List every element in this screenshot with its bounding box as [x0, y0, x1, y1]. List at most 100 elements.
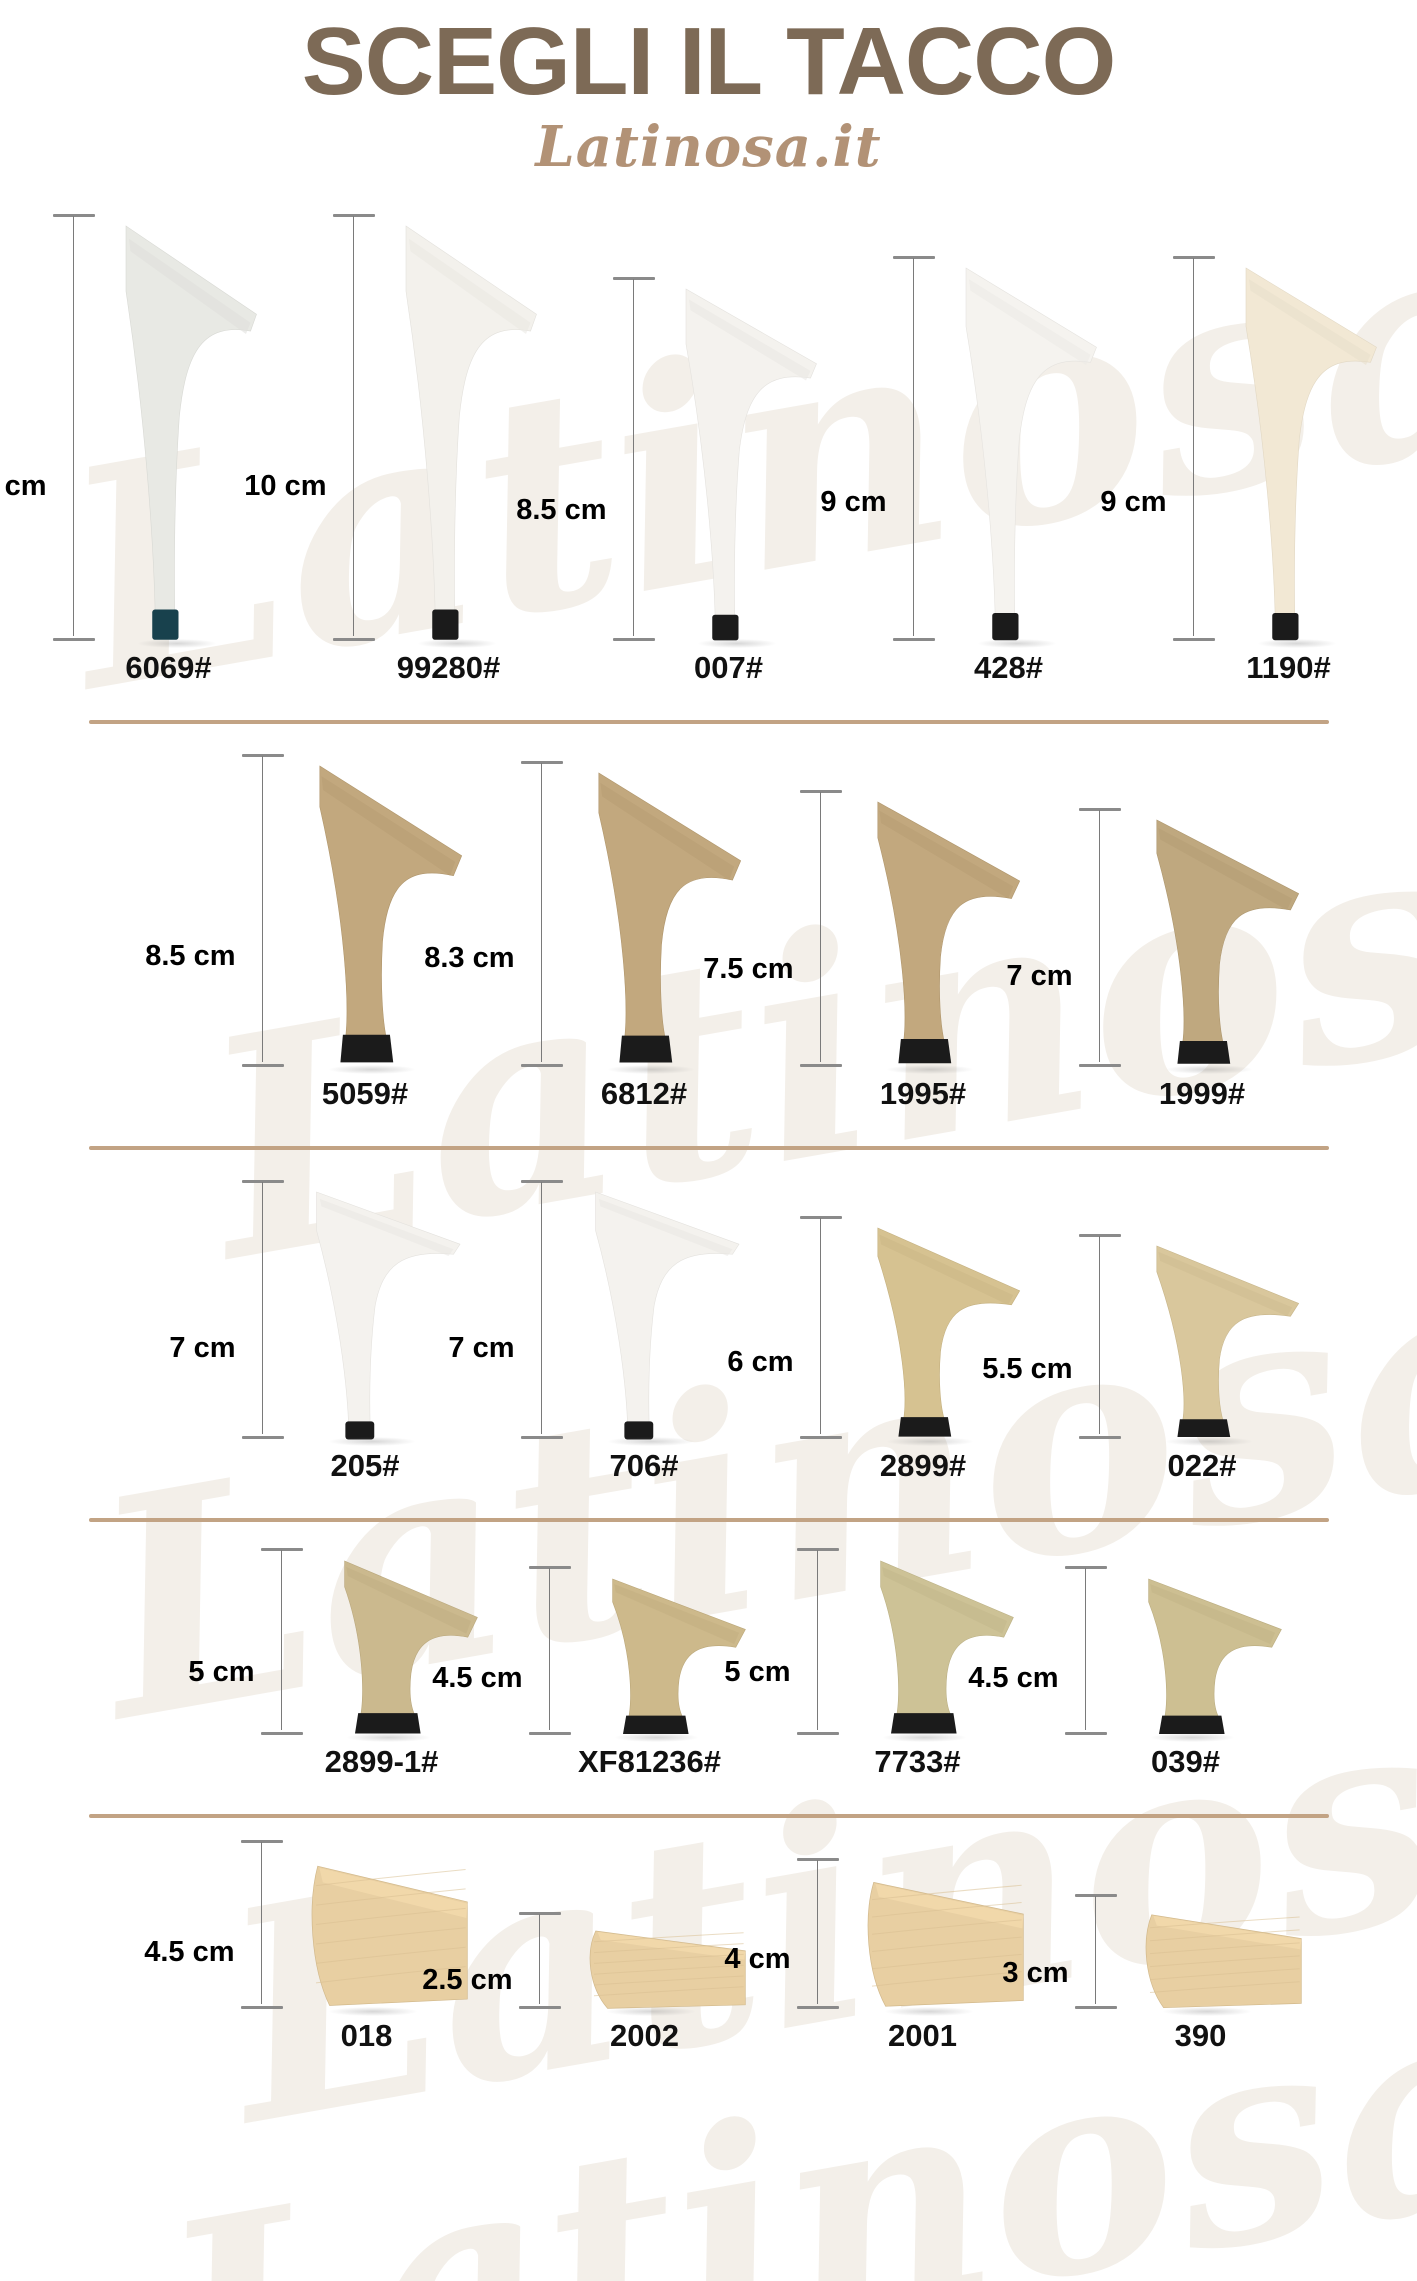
dimension-caliper: 6 cm [727, 1212, 858, 1442]
caliper-tick-bottom [241, 1436, 284, 1439]
heel-shape [319, 1558, 479, 1742]
heel-item[interactable]: 9 cm 428# [820, 252, 1101, 686]
caliper-line [1192, 258, 1195, 636]
caliper-tick-bottom [612, 638, 655, 641]
heel-graphic-wrap: 4.5 cm [144, 1836, 469, 2016]
heel-item[interactable]: 6 cm 2899# [727, 1212, 1023, 1484]
heel-item[interactable]: 8.5 cm 5059# [145, 750, 465, 1112]
heel-item[interactable]: 4 cm 2001 [724, 1854, 1025, 2054]
caliper-line [261, 756, 264, 1062]
height-label: 8.5 cm [516, 494, 607, 527]
heel-row: 4.5 cm 018 2.5 cm 2002 4 cm 2001 3 cm 39… [0, 1818, 1417, 2080]
caliper-tick-bottom [1074, 2006, 1117, 2009]
caliper-line [632, 279, 635, 636]
heel-shadow [417, 639, 496, 648]
dimension-caliper: 2.5 cm [422, 1908, 577, 2012]
heel-shadow [329, 1065, 415, 1074]
heel-graphic-wrap: 7 cm [169, 1176, 465, 1446]
heel-graphic-wrap: 8.5 cm [516, 273, 821, 648]
caliper-tick-top [612, 277, 655, 280]
heel-item[interactable]: 7 cm 1999# [1006, 804, 1302, 1112]
caliper-line [819, 792, 822, 1062]
caliper-line [819, 1218, 822, 1434]
height-label: 10 cm [244, 470, 327, 503]
page-header: SCEGLI IL TACCO Latinosa.it [0, 0, 1417, 181]
caliper-tick-top [799, 790, 842, 793]
heel-shadow [608, 1065, 694, 1074]
heel-graphic-wrap: 10 cm [244, 210, 541, 648]
dimension-caliper: 5.5 cm [982, 1230, 1137, 1442]
heel-shape [1133, 1904, 1303, 2016]
heel-item[interactable]: 5 cm 2899-1# [188, 1544, 479, 1780]
heel-shape [671, 287, 821, 648]
dimension-caliper: 9 cm [820, 252, 951, 644]
heel-item[interactable]: 7.5 cm 1995# [703, 786, 1023, 1112]
row-divider [88, 1814, 1329, 1818]
heel-item[interactable]: 8.5 cm 007# [516, 273, 821, 686]
caliper-tick-top [518, 1912, 561, 1915]
caliper-line [260, 1842, 263, 2004]
heel-graphic-wrap: 4 cm [724, 1854, 1025, 2016]
caliper-tick-bottom [520, 1064, 563, 1067]
heel-code-label: 2002 [610, 2018, 679, 2053]
heel-item[interactable]: 3 cm 390 [1002, 1890, 1303, 2054]
heel-item[interactable]: 10 cm 6069# [0, 210, 261, 686]
heel-code-label: 5059# [321, 1076, 409, 1111]
height-label: 7.5 cm [703, 953, 794, 986]
heel-item[interactable]: 4.5 cm XF81236# [432, 1562, 747, 1780]
heel-shadow [615, 1733, 699, 1742]
heel-catalog: 10 cm 6069# 10 cm 99280# [0, 180, 1417, 2080]
caliper-line [538, 1914, 541, 2004]
heel-item[interactable]: 10 cm 99280# [244, 210, 541, 686]
caliper-tick-top [260, 1548, 303, 1551]
dimension-caliper: 7.5 cm [703, 786, 858, 1070]
caliper-line [540, 1182, 543, 1434]
caliper-tick-bottom [52, 638, 95, 641]
row-divider [88, 1146, 1329, 1150]
caliper-tick-bottom [799, 1436, 842, 1439]
heel-code-label: 2001 [888, 2018, 957, 2053]
caliper-tick-bottom [1172, 638, 1215, 641]
heel-shape [111, 224, 261, 648]
heel-item[interactable]: 9 cm 1190# [1100, 252, 1381, 686]
caliper-line [912, 258, 915, 636]
heel-item[interactable]: 5.5 cm 022# [982, 1230, 1302, 1484]
height-label: 9 cm [1100, 486, 1167, 519]
height-label: 2.5 cm [422, 1963, 513, 1996]
caliper-line [1098, 1236, 1101, 1434]
heel-shadow [887, 1437, 973, 1446]
heel-item[interactable]: 4.5 cm 039# [968, 1562, 1283, 1780]
caliper-tick-top [241, 1180, 284, 1183]
heel-item[interactable]: 8.3 cm 6812# [424, 757, 744, 1112]
dimension-caliper: 7 cm [448, 1176, 579, 1442]
heel-item[interactable]: 2.5 cm 2002 [422, 1908, 747, 2054]
caliper-tick-bottom [518, 2006, 561, 2009]
heel-item[interactable]: 7 cm 706# [448, 1176, 744, 1484]
heel-graphic-wrap: 4.5 cm [968, 1562, 1283, 1742]
caliper-tick-top [240, 1840, 283, 1843]
heel-code-label: 022# [1167, 1448, 1237, 1483]
heel-shape [300, 1190, 465, 1446]
heel-item[interactable]: 7 cm 205# [169, 1176, 465, 1484]
caliper-tick-top [1078, 1234, 1121, 1237]
heel-shape [855, 1558, 1015, 1742]
heel-code-label: 007# [694, 650, 763, 685]
heel-shadow [1166, 1065, 1252, 1074]
heel-item[interactable]: 5 cm 7733# [724, 1544, 1015, 1780]
heel-shape [587, 1576, 747, 1742]
heel-shape [579, 771, 744, 1074]
caliper-tick-top [520, 1180, 563, 1183]
height-label: 10 cm [0, 470, 47, 503]
heel-item[interactable]: 4.5 cm 018 [144, 1836, 469, 2054]
dimension-caliper: 7 cm [1006, 804, 1137, 1070]
dimension-caliper: 8.3 cm [424, 757, 579, 1070]
caliper-line [1098, 810, 1101, 1062]
heel-code-label: 1995# [879, 1076, 967, 1111]
heel-shape [858, 800, 1023, 1074]
heel-code-label: 7733# [874, 1744, 961, 1779]
heel-graphic-wrap: 3 cm [1002, 1890, 1303, 2016]
caliper-line [261, 1182, 264, 1434]
heel-shadow [977, 639, 1056, 648]
caliper-tick-top [799, 1216, 842, 1219]
heel-graphic-wrap: 6 cm [727, 1212, 1023, 1446]
